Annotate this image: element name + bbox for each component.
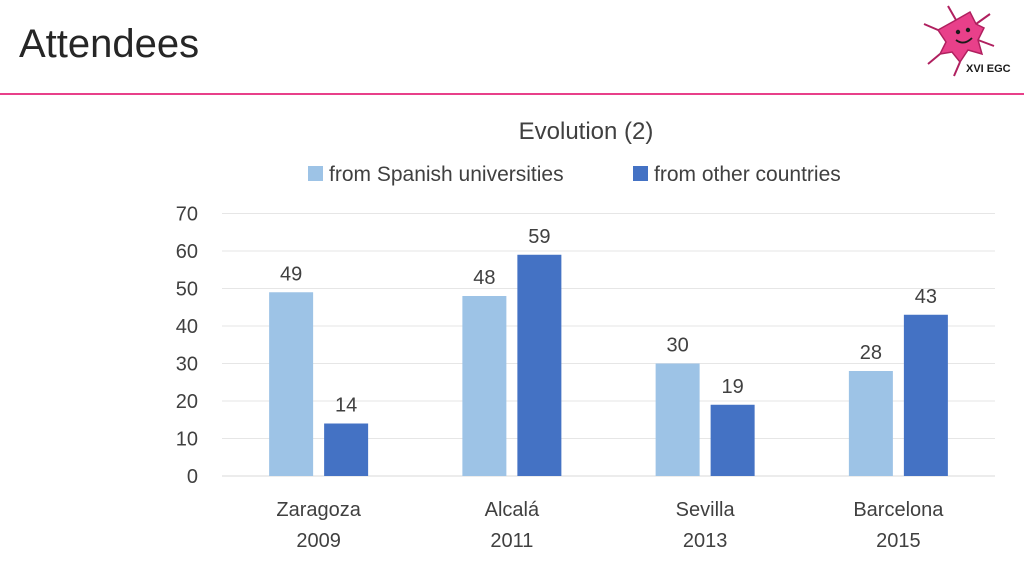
logo-text: XVI EGC — [966, 63, 1011, 75]
x-tick-label: 2009 — [296, 530, 341, 552]
data-label: 59 — [528, 226, 550, 248]
bar — [655, 363, 700, 476]
bar — [269, 292, 314, 476]
mascot-icon — [923, 5, 995, 77]
title-divider — [0, 93, 1024, 95]
data-label: 30 — [667, 335, 689, 357]
bar — [710, 404, 755, 476]
y-tick-label: 60 — [176, 241, 198, 263]
bar — [324, 423, 369, 476]
data-label: 14 — [335, 395, 357, 417]
chart-bars: 49 14 48 59 30 19 28 43 — [269, 226, 948, 476]
conference-logo — [918, 2, 1022, 82]
legend-swatch — [633, 166, 648, 181]
chart-title: Evolution (2) — [519, 118, 654, 145]
bar — [462, 296, 507, 476]
legend-label: from Spanish universities — [329, 163, 564, 186]
x-tick-label: Alcalá — [485, 499, 540, 521]
x-tick-label: 2015 — [876, 530, 921, 552]
y-tick-label: 70 — [176, 204, 198, 226]
x-tick-label: Barcelona — [853, 499, 944, 521]
x-tick-label: 2011 — [490, 530, 533, 552]
x-tick-label: 2013 — [683, 530, 728, 552]
y-tick-label: 30 — [176, 354, 198, 376]
y-tick-label: 20 — [176, 391, 198, 413]
y-tick-label: 10 — [176, 429, 198, 451]
data-label: 49 — [280, 263, 302, 285]
bar — [903, 314, 948, 476]
y-axis: 0 10 20 30 40 50 60 70 — [176, 204, 198, 489]
bar — [517, 254, 562, 476]
y-tick-label: 50 — [176, 279, 198, 301]
y-tick-label: 0 — [187, 466, 198, 488]
chart-legend: from Spanish universities from other coun… — [308, 163, 841, 186]
legend-swatch — [308, 166, 323, 181]
legend-label: from other countries — [654, 163, 841, 186]
y-tick-label: 40 — [176, 316, 198, 338]
data-label: 43 — [915, 286, 937, 308]
page-title: Attendees — [19, 22, 200, 66]
data-label: 28 — [860, 342, 882, 364]
data-label: 19 — [722, 376, 744, 398]
x-tick-label: Sevilla — [676, 499, 736, 521]
bar — [848, 371, 893, 476]
data-label: 48 — [473, 267, 495, 289]
x-tick-label: Zaragoza — [276, 499, 361, 521]
x-axis: Zaragoza 2009 Alcalá 2011 Sevilla 2013 Barcelo… — [276, 499, 944, 552]
